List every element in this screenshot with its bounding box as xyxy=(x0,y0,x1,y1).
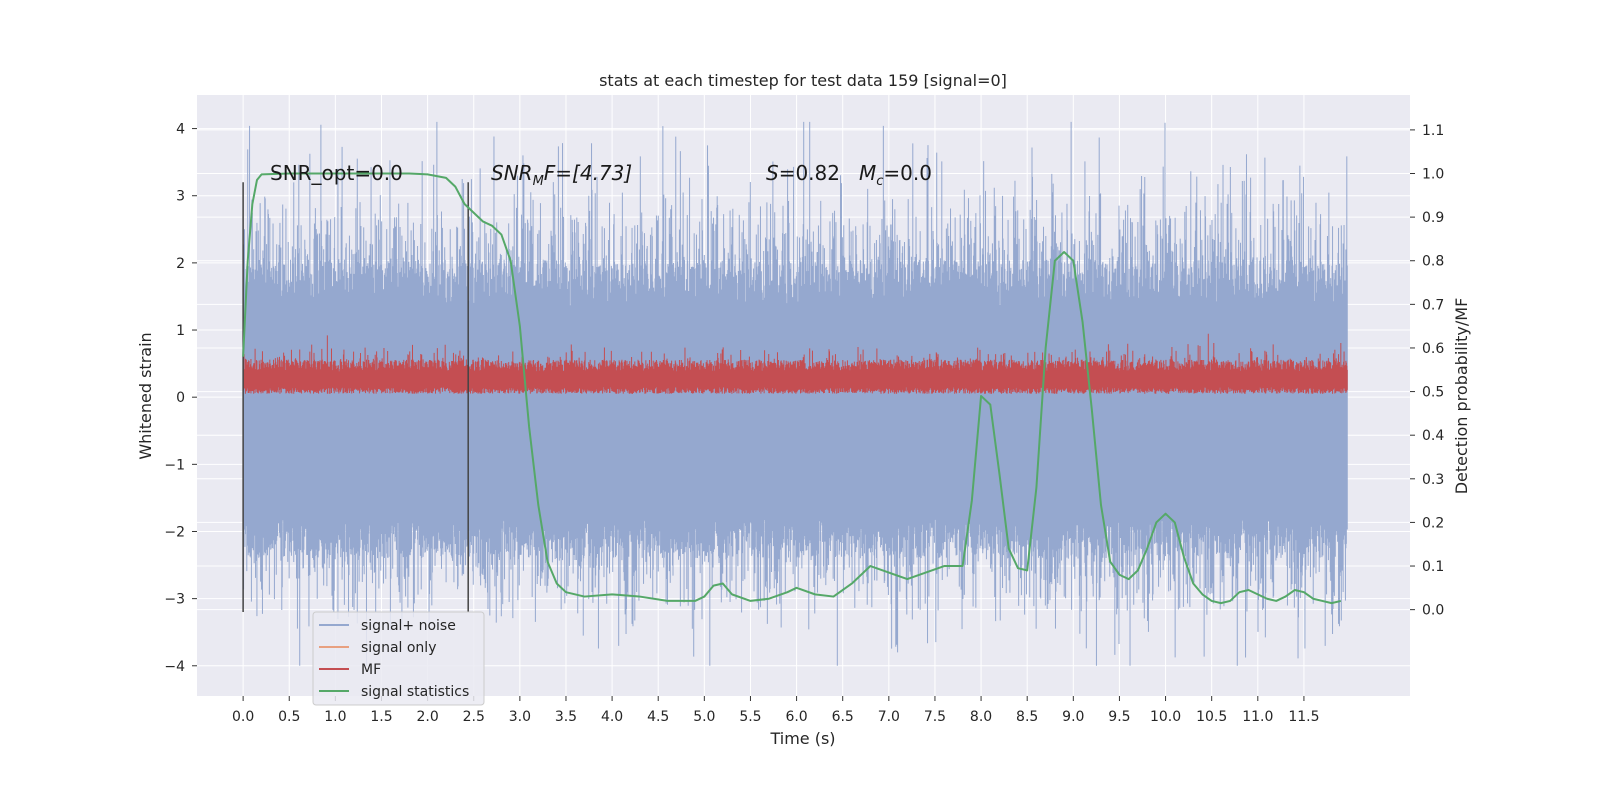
signal-statistics-series xyxy=(242,172,1342,605)
x-tick-label: 4.0 xyxy=(601,709,623,725)
legend-label-signal-statistics: signal statistics xyxy=(361,684,469,700)
y-tick-label: −1 xyxy=(164,457,185,473)
x-tick-label: 11.5 xyxy=(1288,709,1319,725)
legend-box xyxy=(312,611,485,706)
x-tick-label: 2.5 xyxy=(463,709,485,725)
x-tick-label: 3.0 xyxy=(509,709,531,725)
y2-tick-label: 0.7 xyxy=(1422,297,1444,313)
s-val: =0.82 xyxy=(779,161,840,185)
legend-label-signal-only: signal only xyxy=(361,640,436,656)
y-tick-label: 3 xyxy=(176,189,185,205)
snr-mf-sub: M xyxy=(533,174,544,189)
legend: signal+ noise signal only MF signal stat… xyxy=(312,611,485,706)
x-tick-label: 9.5 xyxy=(1108,709,1130,725)
snr-mf-prefix: SNR xyxy=(491,161,533,185)
y2-tick-label: 0.5 xyxy=(1422,385,1444,401)
x-tick-label: 1.5 xyxy=(370,709,392,725)
y-tick-label: −4 xyxy=(164,659,185,675)
x-tick-label: 9.0 xyxy=(1062,709,1084,725)
x-tick-label: 2.0 xyxy=(416,709,438,725)
x-tick-label: 5.5 xyxy=(739,709,761,725)
y2-tick-label: 0.1 xyxy=(1422,559,1444,575)
snr-mf-suffix-f: F=[4.73] xyxy=(544,161,632,185)
x-axis-label: Time (s) xyxy=(769,729,835,748)
x-tick-label: 5.0 xyxy=(693,709,715,725)
y2-tick-label: 1.1 xyxy=(1422,123,1444,139)
x-tick-label: 0.5 xyxy=(278,709,300,725)
y-tick-label: 0 xyxy=(176,390,185,406)
x-tick-label: 11.0 xyxy=(1242,709,1273,725)
y-tick-label: 2 xyxy=(176,256,185,272)
y-tick-label: 4 xyxy=(176,122,185,138)
x-tick-label: 10.5 xyxy=(1196,709,1227,725)
x-tick-label: 7.5 xyxy=(924,709,946,725)
y2-axis-ticks: 1.1 1.0 0.9 0.8 0.7 0.6 0.5 0.4 0.3 0.2 0.1 0.0 xyxy=(1410,123,1444,619)
signal-statistics-line xyxy=(242,172,1342,605)
legend-label-mf: MF xyxy=(361,662,381,678)
annotation-s: S=0.82 xyxy=(766,161,840,185)
y-tick-label: −3 xyxy=(164,592,185,608)
x-tick-label: 3.5 xyxy=(555,709,577,725)
y2-tick-label: 0.4 xyxy=(1422,428,1444,444)
x-tick-label: 6.5 xyxy=(832,709,854,725)
y2-tick-label: 0.9 xyxy=(1422,210,1444,226)
y2-tick-label: 0.6 xyxy=(1422,341,1444,357)
x-tick-label: 7.0 xyxy=(878,709,900,725)
y2-tick-label: 0.3 xyxy=(1422,472,1444,488)
x-tick-label: 8.0 xyxy=(970,709,992,725)
annotation-snr-opt: SNR_opt=0.0 xyxy=(270,161,403,185)
s-var: S xyxy=(766,161,779,185)
x-tick-label: 0.0 xyxy=(232,709,254,725)
annotation-mc: Mc=0.0 xyxy=(859,161,932,189)
y2-axis-label: Detection probability/MF xyxy=(1452,298,1471,495)
y2-tick-label: 0.2 xyxy=(1422,515,1444,531)
y2-tick-label: 0.8 xyxy=(1422,254,1444,270)
annotation-snr-mf: SNRMF=[4.73] xyxy=(491,161,632,189)
x-tick-label: 1.0 xyxy=(324,709,346,725)
x-tick-label: 4.5 xyxy=(647,709,669,725)
x-tick-label: 10.0 xyxy=(1150,709,1181,725)
y-axis-ticks: 4 3 2 1 0 −1 −2 −3 −4 xyxy=(164,122,197,675)
x-tick-label: 8.5 xyxy=(1016,709,1038,725)
legend-label-signal-noise: signal+ noise xyxy=(361,618,456,634)
mc-sub: c xyxy=(876,174,883,189)
mc-val: =0.0 xyxy=(883,161,932,185)
y2-tick-label: 1.0 xyxy=(1422,167,1444,183)
chart-title: stats at each timestep for test data 159… xyxy=(599,71,1007,90)
y-tick-label: 1 xyxy=(176,323,185,339)
mc-var: M xyxy=(859,161,876,185)
x-tick-label: 6.0 xyxy=(785,709,807,725)
x-axis-ticks: 0.0 0.5 1.0 1.5 2.0 2.5 3.0 3.5 4.0 4.5 5.0 5.5 6.0 6… xyxy=(232,696,1320,725)
y-tick-label: −2 xyxy=(164,524,185,540)
y2-tick-label: 0.0 xyxy=(1422,603,1444,619)
vertical-markers xyxy=(242,182,469,613)
y-axis-label: Whitened strain xyxy=(136,332,155,459)
